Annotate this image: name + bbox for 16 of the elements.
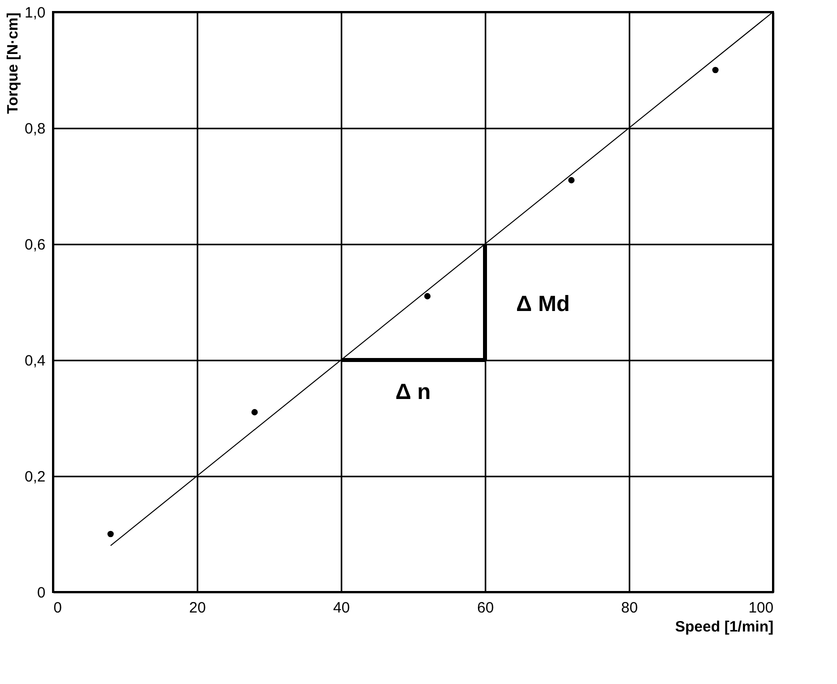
annotation: Δ n (395, 379, 431, 404)
x-tick-label: 100 (748, 600, 774, 616)
x-tick-label: 40 (333, 600, 350, 616)
y-tick-label: 0,8 (24, 120, 46, 138)
x-axis-title: Speed [1/min] (675, 618, 774, 636)
x-tick-label: 20 (189, 600, 206, 616)
y-tick-label: 0,2 (24, 468, 46, 486)
y-tick-label: 1,0 (24, 4, 46, 22)
y-tick-label: 0,6 (24, 236, 46, 254)
y-axis-title: Torque [N·cm] (4, 12, 22, 114)
x-tick-label: 0 (54, 600, 62, 616)
x-tick-label: 80 (621, 600, 638, 616)
annotation: Δ Md (516, 291, 570, 316)
y-tick-label: 0 (37, 584, 46, 602)
y-tick-label: 0,4 (24, 352, 46, 370)
x-tick-label: 60 (477, 600, 494, 616)
